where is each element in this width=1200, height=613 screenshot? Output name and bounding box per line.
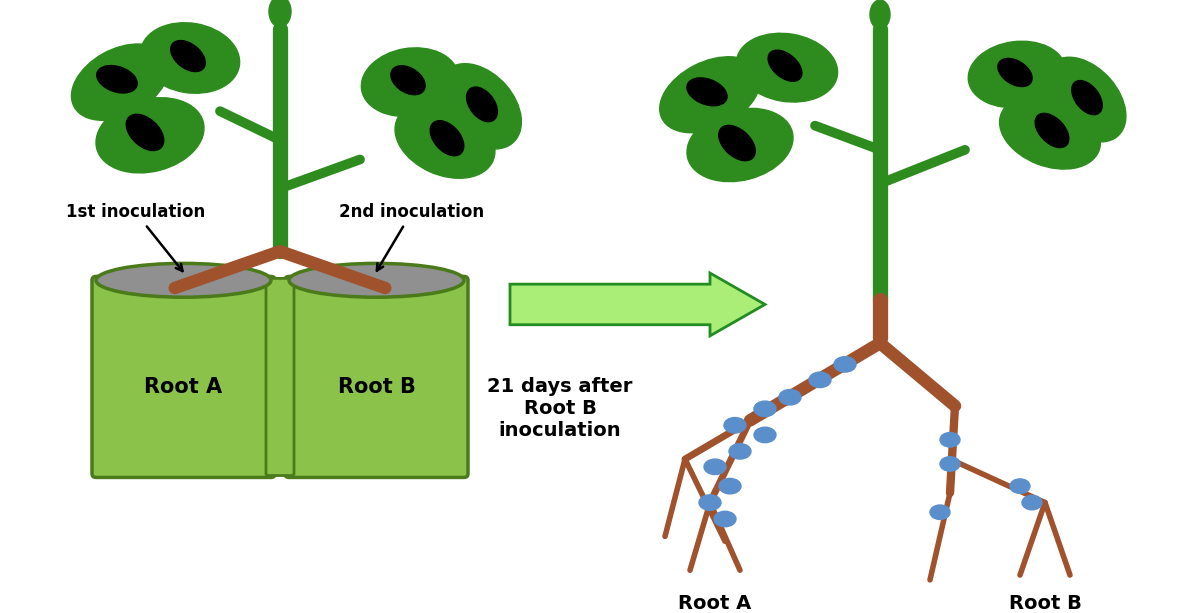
Ellipse shape [686, 78, 727, 105]
Ellipse shape [768, 50, 802, 82]
Ellipse shape [998, 58, 1032, 86]
Ellipse shape [809, 372, 830, 387]
Ellipse shape [940, 457, 960, 471]
Ellipse shape [140, 23, 240, 93]
Ellipse shape [754, 401, 776, 417]
Ellipse shape [704, 459, 726, 474]
Ellipse shape [834, 357, 856, 372]
Ellipse shape [96, 264, 271, 297]
Text: Root B: Root B [1008, 595, 1081, 613]
Ellipse shape [660, 57, 761, 132]
Ellipse shape [1036, 113, 1069, 148]
Ellipse shape [170, 40, 205, 72]
Ellipse shape [126, 114, 163, 151]
Text: 2nd inoculation: 2nd inoculation [340, 204, 484, 271]
FancyBboxPatch shape [266, 278, 294, 476]
Ellipse shape [361, 48, 458, 116]
Ellipse shape [698, 495, 721, 510]
Ellipse shape [96, 97, 204, 173]
Ellipse shape [72, 44, 168, 120]
Ellipse shape [1010, 479, 1030, 493]
FancyBboxPatch shape [286, 276, 468, 478]
Ellipse shape [719, 126, 755, 161]
Text: Root A: Root A [678, 595, 751, 613]
Ellipse shape [97, 66, 137, 93]
FancyBboxPatch shape [92, 276, 275, 478]
Ellipse shape [686, 109, 793, 181]
Ellipse shape [395, 102, 494, 178]
Ellipse shape [269, 0, 292, 27]
Ellipse shape [1022, 495, 1042, 510]
Ellipse shape [467, 87, 497, 121]
Ellipse shape [1072, 80, 1103, 115]
Text: Root B: Root B [337, 376, 415, 397]
Ellipse shape [719, 478, 742, 494]
Ellipse shape [870, 0, 890, 29]
Ellipse shape [968, 41, 1066, 108]
Ellipse shape [724, 417, 746, 433]
Text: Root A: Root A [144, 376, 222, 397]
FancyArrow shape [510, 273, 766, 336]
Ellipse shape [1000, 96, 1100, 169]
Text: 1st inoculation: 1st inoculation [66, 204, 205, 271]
Ellipse shape [714, 511, 736, 527]
Ellipse shape [754, 427, 776, 443]
Text: 21 days after
Root B
inoculation: 21 days after Root B inoculation [487, 377, 632, 440]
Ellipse shape [730, 444, 751, 459]
Ellipse shape [289, 264, 464, 297]
Ellipse shape [930, 505, 950, 519]
Ellipse shape [737, 33, 838, 102]
Ellipse shape [431, 121, 463, 156]
Ellipse shape [779, 389, 802, 405]
Ellipse shape [940, 433, 960, 447]
Ellipse shape [391, 66, 425, 94]
Ellipse shape [439, 64, 521, 149]
Ellipse shape [1044, 57, 1126, 142]
